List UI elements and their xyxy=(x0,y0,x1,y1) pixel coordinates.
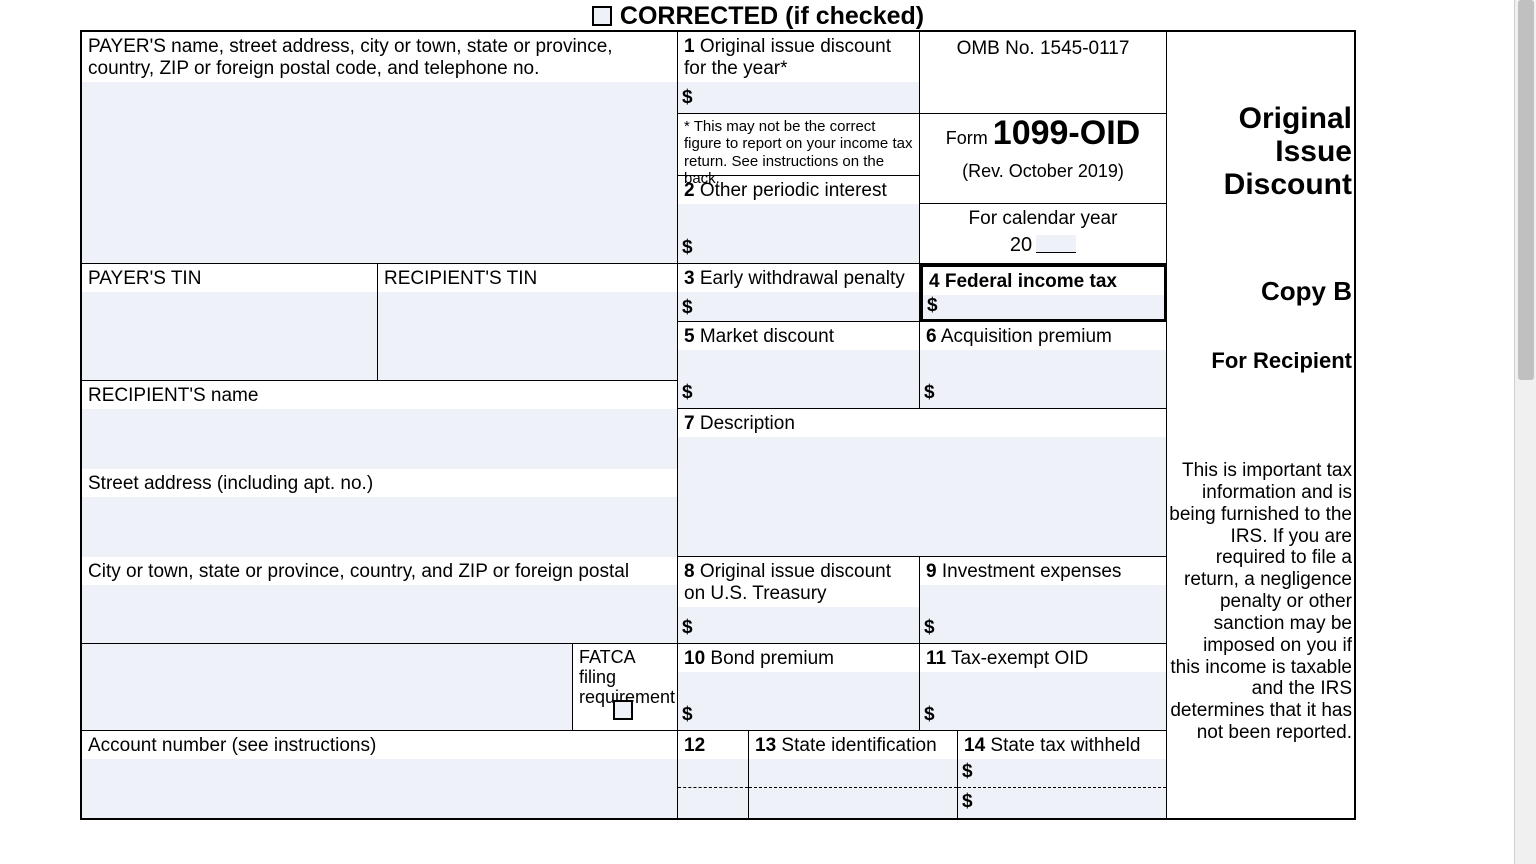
form-1099-oid: PAYER'S name, street address, city or to… xyxy=(80,30,1356,820)
irs-notice: This is important tax information and is… xyxy=(1169,460,1352,744)
box-12[interactable]: 12 State xyxy=(678,731,749,818)
box-8[interactable]: 8 Original issue discount on U.S. Treasu… xyxy=(678,557,920,644)
right-column: Original Issue Discount Copy B For Recip… xyxy=(1167,32,1358,818)
form-page: CORRECTED (if checked) PAYER'S name, str… xyxy=(80,0,1436,864)
account-number[interactable]: Account number (see instructions) xyxy=(82,731,678,818)
blank-left xyxy=(82,644,573,731)
omb-box: OMB No. 1545-0117 xyxy=(920,32,1167,114)
payer-tin-label: PAYER'S TIN xyxy=(82,264,377,294)
for-recipient-label: For Recipient xyxy=(1211,348,1352,374)
recipient-tin-label: RECIPIENT'S TIN xyxy=(378,264,677,294)
payer-block[interactable]: PAYER'S name, street address, city or to… xyxy=(82,32,678,264)
recipient-tin[interactable]: RECIPIENT'S TIN xyxy=(378,264,678,381)
box-7[interactable]: 7 Description xyxy=(678,409,1167,557)
fatca-box[interactable]: FATCA filing requirement xyxy=(573,644,678,731)
box-2[interactable]: 2 Other periodic interest $ xyxy=(678,176,920,264)
box-13[interactable]: 13 State identification no. xyxy=(749,731,958,818)
form-number-box: Form 1099-OID (Rev. October 2019) xyxy=(920,114,1167,204)
box-6[interactable]: 6 Acquisition premium $ xyxy=(920,322,1167,409)
vertical-scrollbar[interactable] xyxy=(1514,0,1536,864)
street-address[interactable]: Street address (including apt. no.) xyxy=(82,469,678,557)
recipient-name-label: RECIPIENT'S name xyxy=(82,381,677,411)
box-14[interactable]: 14 State tax withheld $ $ xyxy=(958,731,1167,818)
scrollbar-thumb[interactable] xyxy=(1518,0,1534,380)
city-address[interactable]: City or town, state or province, country… xyxy=(82,557,678,644)
corrected-checkbox[interactable] xyxy=(592,6,612,26)
corrected-label: CORRECTED (if checked) xyxy=(620,2,924,30)
recipient-name[interactable]: RECIPIENT'S name xyxy=(82,381,678,469)
corrected-header: CORRECTED (if checked) xyxy=(80,2,1436,31)
box-1[interactable]: 1 Original issue discount for the year* … xyxy=(678,32,920,114)
box-1-note: * This may not be the correct figure to … xyxy=(678,114,920,176)
box-9[interactable]: 9 Investment expenses $ xyxy=(920,557,1167,644)
payer-tin[interactable]: PAYER'S TIN xyxy=(82,264,378,381)
street-label: Street address (including apt. no.) xyxy=(82,469,677,499)
box-10[interactable]: 10 Bond premium $ xyxy=(678,644,920,731)
year-input[interactable] xyxy=(1036,235,1076,253)
copy-b-label: Copy B xyxy=(1261,276,1352,307)
payer-block-label: PAYER'S name, street address, city or to… xyxy=(82,32,642,84)
box-3[interactable]: 3 Early withdrawal penalty $ xyxy=(678,264,920,322)
account-number-label: Account number (see instructions) xyxy=(82,731,677,761)
fatca-checkbox[interactable] xyxy=(613,700,633,720)
box-11[interactable]: 11 Tax-exempt OID $ xyxy=(920,644,1167,731)
box-5[interactable]: 5 Market discount $ xyxy=(678,322,920,409)
calendar-year-box[interactable]: For calendar year 20 xyxy=(920,204,1167,264)
box-4[interactable]: 4 Federal income tax withheld $ xyxy=(920,264,1167,322)
